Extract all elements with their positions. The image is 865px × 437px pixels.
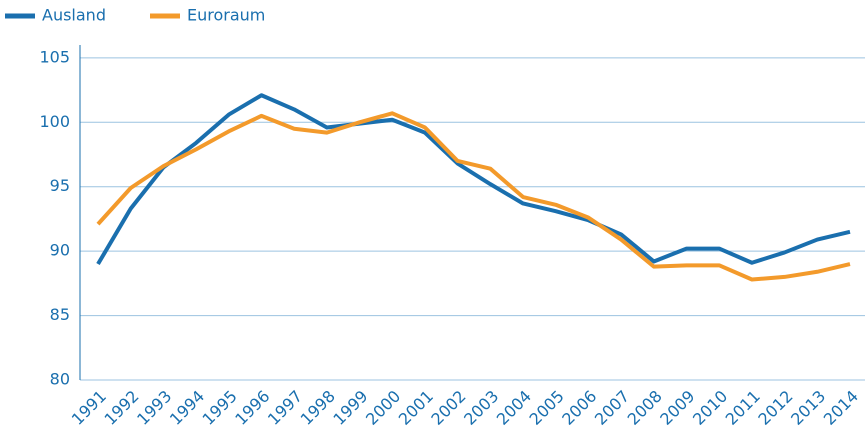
y-tick-label: 100 (39, 112, 70, 131)
x-tick-label: 2003 (460, 387, 502, 429)
line-series (96, 93, 851, 266)
y-tick-label: 95 (50, 176, 70, 195)
x-tick-label: 2007 (591, 387, 633, 429)
x-tick-label: 2008 (624, 387, 666, 429)
x-tick-label: 1993 (133, 387, 175, 429)
y-tick-label: 85 (50, 305, 70, 324)
x-tick-label: 2002 (427, 387, 469, 429)
x-tick-label: 2013 (787, 387, 829, 429)
x-tick-label: 1991 (68, 387, 110, 429)
x-tick-label: 1996 (231, 387, 273, 429)
y-tick-label: 80 (50, 370, 70, 389)
x-tick-label: 2014 (820, 387, 862, 429)
x-tick-label: 1995 (199, 387, 241, 429)
line-series (96, 111, 851, 282)
x-tick-label: 2001 (395, 387, 437, 429)
x-tick-label: 2009 (656, 387, 698, 429)
x-tick-label: 1999 (329, 387, 371, 429)
x-tick-label: 1994 (166, 387, 208, 429)
x-tick-label: 1992 (100, 387, 142, 429)
legend-label: Euroraum (187, 6, 265, 25)
legend-label: Ausland (42, 6, 106, 25)
x-tick-label: 2000 (362, 387, 404, 429)
y-tick-label: 90 (50, 241, 70, 260)
x-tick-label: 2012 (754, 387, 796, 429)
x-tick-label: 1998 (297, 387, 339, 429)
x-tick-label: 2011 (722, 387, 764, 429)
x-tick-label: 2004 (493, 387, 535, 429)
y-tick-label: 105 (39, 47, 70, 66)
x-tick-label: 2006 (558, 387, 600, 429)
x-tick-label: 2010 (689, 387, 731, 429)
x-tick-label: 2005 (526, 387, 568, 429)
x-tick-label: 1997 (264, 387, 306, 429)
